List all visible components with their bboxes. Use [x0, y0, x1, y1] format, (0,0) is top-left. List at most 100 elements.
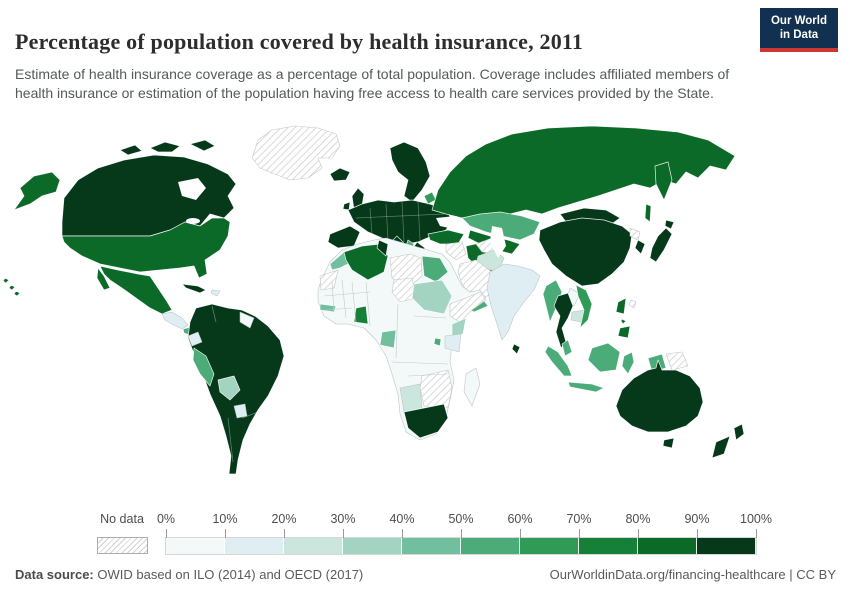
region-united-states[interactable]	[61, 217, 231, 279]
legend-bin-70-80%[interactable]	[579, 538, 638, 554]
legend-bin-90-100%[interactable]	[697, 538, 756, 554]
world-choropleth-map	[0, 118, 850, 506]
region-cuba[interactable]	[181, 283, 207, 294]
legend-bin-80-90%[interactable]	[638, 538, 697, 554]
legend-tick-label-100%: 100%	[740, 512, 772, 526]
region-paraguay[interactable]	[233, 403, 248, 419]
region-central-america[interactable]	[161, 311, 189, 330]
region-hispaniola[interactable]	[210, 289, 221, 297]
region-bolivia[interactable]	[217, 375, 241, 401]
black-sea-water	[436, 216, 466, 230]
region-madagascar[interactable]	[463, 367, 481, 407]
region-ethiopia-somalia[interactable]	[449, 291, 487, 323]
region-europe[interactable]	[347, 199, 453, 245]
region-greenland[interactable]	[251, 125, 341, 181]
legend-tick-mark	[166, 529, 167, 538]
legend-bin-50-60%[interactable]	[461, 538, 520, 554]
chart-footer: Data source: OWID based on ILO (2014) an…	[15, 567, 836, 582]
region-iberia[interactable]	[327, 225, 361, 249]
region-sulawesi[interactable]	[621, 351, 635, 375]
great-lakes-water	[186, 218, 200, 224]
legend-tick-label-50%: 50%	[448, 512, 474, 526]
region-russia[interactable]	[431, 125, 736, 219]
data-source-label: Data source:	[15, 567, 94, 582]
region-ghana[interactable]	[353, 305, 369, 325]
region-tasmania[interactable]	[662, 437, 675, 449]
region-scandinavia[interactable]	[389, 141, 431, 203]
region-peru[interactable]	[192, 347, 215, 387]
legend-tick-mark	[579, 529, 580, 538]
region-sumatra[interactable]	[544, 345, 573, 377]
legend-bin-40-50%[interactable]	[402, 538, 461, 554]
region-iceland[interactable]	[329, 167, 351, 182]
region-alaska[interactable]	[13, 171, 61, 211]
legend-tick-mark	[225, 529, 226, 538]
region-arctic-islands[interactable]	[119, 139, 216, 156]
region-new-zealand[interactable]	[711, 423, 745, 459]
legend-bin-10-20%[interactable]	[225, 538, 284, 554]
region-iraq-syria[interactable]	[445, 241, 467, 261]
region-rwanda[interactable]	[433, 337, 442, 347]
africa-internal-borders	[323, 279, 449, 377]
no-data-label: No data	[100, 512, 144, 526]
data-source-note: Data source: OWID based on ILO (2014) an…	[15, 567, 363, 582]
region-vietnam[interactable]	[575, 284, 593, 329]
region-papua-new-guinea[interactable]	[665, 351, 689, 371]
no-data-swatch[interactable]	[97, 537, 148, 554]
owid-logo-line1: Our World	[770, 15, 827, 27]
region-egypt[interactable]	[421, 255, 449, 283]
region-sri-lanka[interactable]	[511, 343, 521, 355]
region-kamchatka[interactable]	[644, 161, 673, 223]
region-china[interactable]	[538, 217, 633, 287]
legend-tick-mark	[461, 529, 462, 538]
legend-bin-20-30%[interactable]	[284, 538, 343, 554]
legend-tick-label-0%: 0%	[156, 512, 176, 526]
legend-tick-label-60%: 60%	[507, 512, 533, 526]
region-tunisia[interactable]	[376, 239, 389, 257]
region-japan[interactable]	[649, 219, 675, 263]
legend-tick-label-80%: 80%	[625, 512, 651, 526]
region-mexico[interactable]	[96, 265, 173, 315]
region-gabon[interactable]	[379, 329, 397, 349]
region-taiwan[interactable]	[628, 299, 637, 309]
region-java[interactable]	[567, 381, 605, 393]
region-kazakhstan[interactable]	[461, 211, 541, 241]
region-ireland[interactable]	[342, 201, 351, 211]
region-hawaii[interactable]	[2, 277, 21, 297]
credit-link[interactable]: OurWorldinData.org/financing-healthcare …	[549, 567, 836, 582]
chart-subtitle: Estimate of health insurance coverage as…	[15, 66, 730, 102]
region-malay-peninsula[interactable]	[561, 339, 573, 357]
region-chad[interactable]	[391, 277, 417, 303]
legend-tick-label-10%: 10%	[212, 512, 238, 526]
region-algeria[interactable]	[343, 243, 389, 281]
region-borneo[interactable]	[587, 342, 621, 373]
region-sudan[interactable]	[411, 279, 453, 315]
region-guyanas[interactable]	[239, 311, 255, 329]
europe-internal-borders	[355, 201, 445, 243]
region-botswana-zimbabwe-mozambique[interactable]	[419, 369, 453, 409]
owid-logo[interactable]: Our World in Data	[760, 8, 838, 52]
region-myanmar[interactable]	[542, 279, 563, 323]
legend-color-bar	[165, 537, 757, 555]
region-ecuador[interactable]	[187, 331, 203, 347]
owid-logo-line2: in Data	[779, 29, 819, 42]
region-south-africa[interactable]	[403, 403, 449, 439]
legend-bin-30-40%[interactable]	[343, 538, 402, 554]
legend-tick-label-30%: 30%	[330, 512, 356, 526]
region-south-korea[interactable]	[634, 239, 646, 255]
region-western-sahara[interactable]	[319, 269, 339, 291]
region-namibia[interactable]	[399, 383, 423, 413]
page-title: Percentage of population covered by heal…	[15, 28, 584, 54]
region-thailand[interactable]	[553, 292, 574, 349]
legend-bin-60-70%[interactable]	[520, 538, 579, 554]
region-philippines[interactable]	[615, 297, 631, 339]
legend-tick-mark	[697, 529, 698, 538]
region-tanzania[interactable]	[444, 333, 462, 353]
region-india[interactable]	[486, 263, 541, 341]
south-america-internal-borders	[211, 305, 259, 463]
region-australia[interactable]	[615, 359, 704, 433]
legend-tick-mark	[756, 529, 757, 538]
legend-bin-0-10%[interactable]	[166, 538, 225, 554]
region-kenya[interactable]	[451, 317, 467, 337]
